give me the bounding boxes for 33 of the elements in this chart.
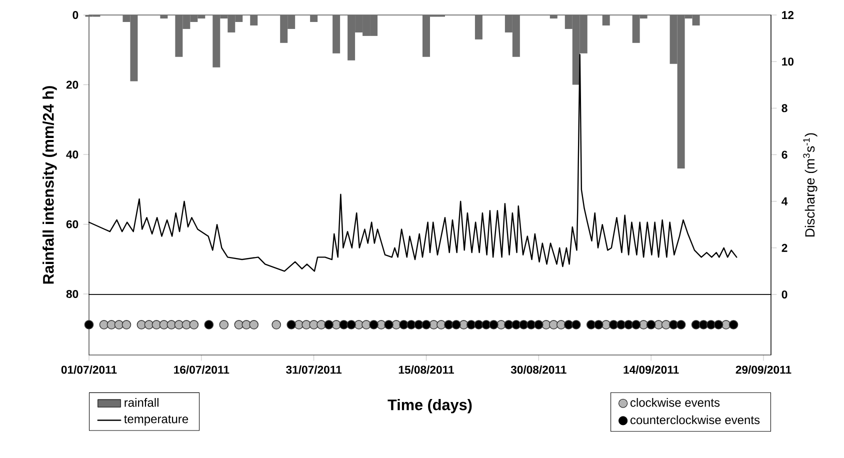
y2-tick-label: 10: [782, 58, 794, 66]
y-tick-label: 20: [66, 80, 78, 89]
bar: [474, 15, 482, 40]
bar: [310, 15, 318, 22]
legend-label: rainfall: [124, 398, 158, 407]
x-tick-label: 31/07/2011: [286, 365, 342, 374]
legend-label: temperature: [124, 415, 188, 426]
y2-tick-label: 4: [782, 197, 788, 206]
y-tick-label: 0: [72, 11, 78, 20]
y2-tick-label: 2: [782, 244, 788, 252]
x-tick-label: 30/08/2011: [510, 365, 566, 374]
x-tick-label: 16/07/2011: [174, 365, 230, 374]
x-tick-label: 15/08/2011: [398, 365, 454, 374]
bar: [332, 15, 340, 54]
x-tick-label: 14/09/2011: [624, 365, 679, 374]
bar: [602, 15, 610, 26]
y2-axis-title: Discharge (m$^{3}$s$^{-1}$): [803, 133, 818, 237]
legend-label: clockwise events: [630, 398, 720, 407]
bar: [250, 15, 258, 26]
y2-tick-label: 12: [782, 11, 794, 19]
y2-tick-label: 6: [782, 150, 788, 159]
y-tick-label: 80: [66, 290, 78, 298]
y-axis-title: Rainfall intensity (mm/24 h): [42, 86, 57, 284]
x-tick-label: 29/09/2011: [736, 365, 792, 374]
y2-tick-label: 8: [782, 104, 788, 112]
bar: [160, 15, 168, 18]
y2-tick-label: 0: [782, 290, 788, 298]
x-axis-title: Time (days): [388, 399, 472, 414]
y-tick-label: 60: [66, 220, 78, 228]
legend-label: counterclockwise events: [630, 415, 760, 424]
y-tick-label: 40: [66, 150, 78, 158]
bar: [550, 15, 558, 18]
x-tick-label: 01/07/2011: [61, 365, 117, 374]
